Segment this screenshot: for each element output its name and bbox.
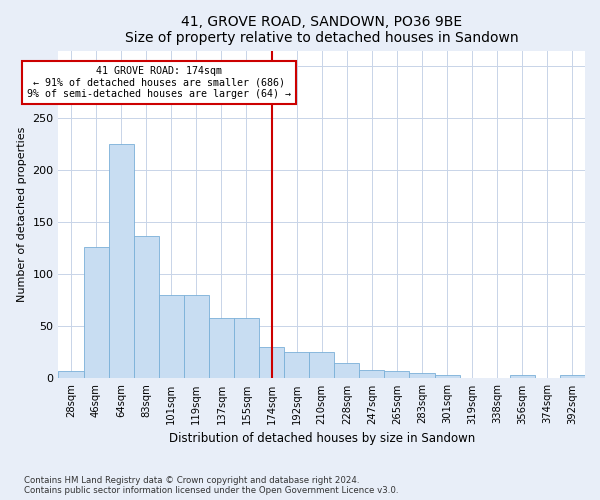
Bar — [385, 371, 409, 378]
Bar — [510, 376, 535, 378]
Text: Contains HM Land Registry data © Crown copyright and database right 2024.
Contai: Contains HM Land Registry data © Crown c… — [24, 476, 398, 495]
Bar — [434, 376, 460, 378]
Bar — [184, 295, 209, 378]
X-axis label: Distribution of detached houses by size in Sandown: Distribution of detached houses by size … — [169, 432, 475, 445]
Bar — [284, 352, 309, 378]
Bar — [234, 318, 259, 378]
Bar — [259, 347, 284, 378]
Bar — [209, 318, 234, 378]
Bar — [134, 236, 159, 378]
Y-axis label: Number of detached properties: Number of detached properties — [17, 127, 27, 302]
Text: 41 GROVE ROAD: 174sqm
← 91% of detached houses are smaller (686)
9% of semi-deta: 41 GROVE ROAD: 174sqm ← 91% of detached … — [27, 66, 291, 100]
Bar — [409, 373, 434, 378]
Bar — [159, 295, 184, 378]
Bar — [560, 376, 585, 378]
Bar — [334, 363, 359, 378]
Bar — [58, 371, 83, 378]
Title: 41, GROVE ROAD, SANDOWN, PO36 9BE
Size of property relative to detached houses i: 41, GROVE ROAD, SANDOWN, PO36 9BE Size o… — [125, 15, 518, 45]
Bar — [109, 144, 134, 378]
Bar — [359, 370, 385, 378]
Bar — [83, 248, 109, 378]
Bar — [309, 352, 334, 378]
